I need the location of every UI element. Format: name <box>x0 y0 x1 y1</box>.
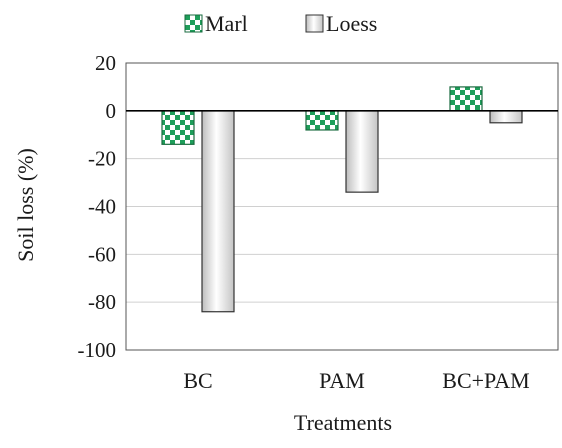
bar-marl-bc <box>161 110 195 145</box>
plot-area-frame <box>125 62 559 351</box>
y-axis-ticks: 20 0 -20 -40 -60 -80 -100 <box>78 51 117 362</box>
y-tick-label: 20 <box>95 51 116 75</box>
y-tick-label: 0 <box>106 99 117 123</box>
legend-label-loess: Loess <box>326 11 377 36</box>
bar-loess-pam <box>345 110 379 193</box>
y-tick-label: -100 <box>78 338 117 362</box>
x-axis-title: Treatments <box>294 410 392 435</box>
x-tick-label: PAM <box>319 368 365 393</box>
bar-marl-bc-pam <box>449 86 483 112</box>
y-tick-label: -60 <box>88 242 116 266</box>
x-axis-ticks: BC PAM BC+PAM <box>183 368 529 393</box>
bar-marl-pam <box>305 110 339 131</box>
bar-loess-bc-pam <box>489 110 523 124</box>
x-tick-label: BC+PAM <box>442 368 529 393</box>
y-axis-title: Soil loss (%) <box>13 148 38 262</box>
y-tick-label: -80 <box>88 290 116 314</box>
x-tick-label: BC <box>183 368 212 393</box>
gridlines <box>126 62 558 351</box>
legend: Marl Loess <box>184 11 377 36</box>
legend-swatch-loess <box>305 14 324 33</box>
y-tick-label: -40 <box>88 195 116 219</box>
bars <box>161 86 523 313</box>
bar-loess-bc <box>201 110 235 313</box>
legend-swatch-marl <box>184 14 203 33</box>
legend-label-marl: Marl <box>205 11 248 36</box>
y-tick-label: -20 <box>88 147 116 171</box>
